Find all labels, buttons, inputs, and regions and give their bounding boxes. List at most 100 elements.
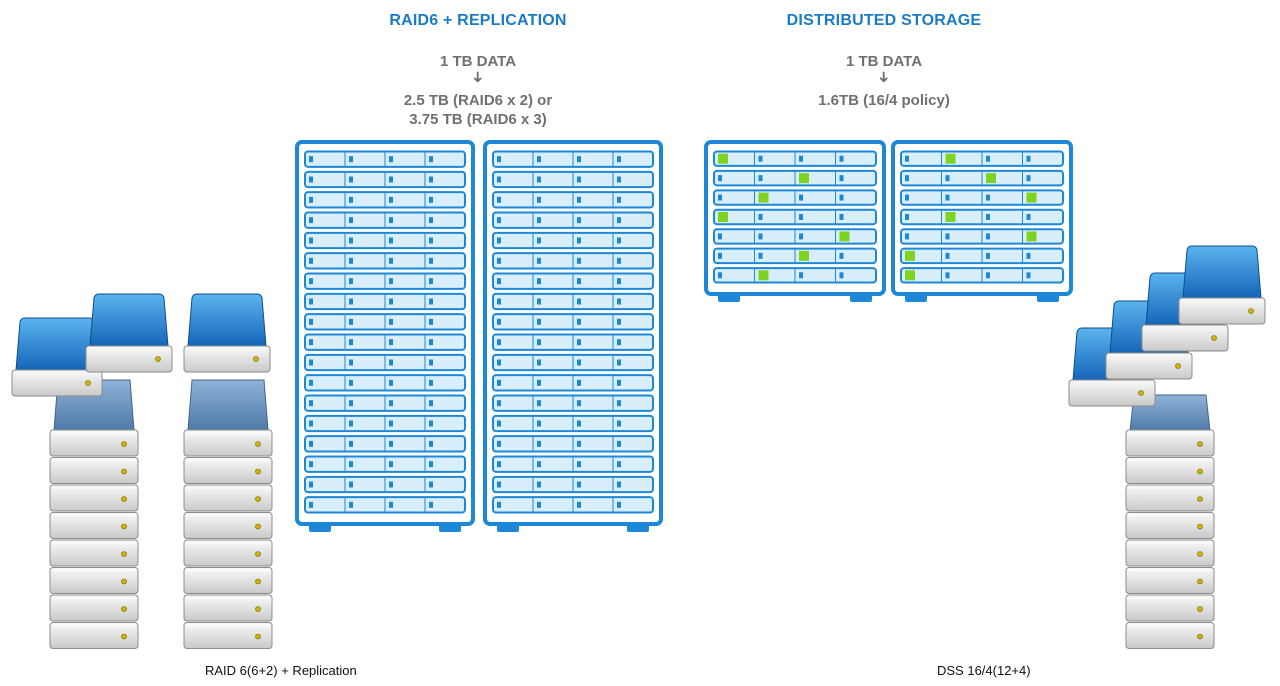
slot-led — [429, 379, 433, 386]
slot-led — [389, 278, 393, 285]
hard-drive-icon — [49, 484, 139, 512]
active-slot — [1026, 231, 1037, 242]
slot-led — [309, 400, 313, 407]
slot-led — [309, 359, 313, 366]
slot-led — [429, 298, 433, 305]
slot-led — [537, 420, 541, 427]
slot-led — [497, 440, 501, 447]
slot-led — [905, 214, 909, 220]
slot-led — [389, 176, 393, 183]
slot-led — [577, 359, 581, 366]
slot-led — [577, 156, 581, 163]
slot-led — [537, 298, 541, 305]
slot-led — [429, 257, 433, 264]
hard-drive-icon — [183, 567, 273, 594]
slot-led — [617, 237, 621, 244]
slot-led — [497, 481, 501, 488]
slot-led — [537, 176, 541, 183]
slot-led — [577, 339, 581, 346]
slot-led — [537, 400, 541, 407]
slot-led — [577, 379, 581, 386]
slot-led — [577, 196, 581, 203]
slot-led — [617, 461, 621, 468]
slot-led — [349, 359, 353, 366]
slot-led — [617, 298, 621, 305]
hard-drive-icon — [183, 512, 273, 539]
slot-led — [945, 175, 950, 182]
slot-led — [389, 400, 393, 407]
slot-led — [349, 420, 353, 427]
slot-led — [617, 339, 621, 346]
slot-led — [389, 501, 393, 508]
slot-led — [429, 400, 433, 407]
slot-led — [389, 196, 393, 203]
slot-led — [497, 501, 501, 508]
slot-led — [349, 339, 353, 346]
slot-led — [309, 196, 313, 203]
active-slot — [945, 212, 956, 222]
slot-led — [718, 194, 722, 201]
slot-led — [389, 298, 393, 305]
slot-led — [945, 272, 950, 279]
slot-led — [945, 194, 950, 201]
slot-led — [537, 156, 541, 163]
slot-led — [986, 252, 990, 259]
slot-led — [349, 176, 353, 183]
slot-led — [497, 420, 501, 427]
slot-led — [309, 461, 313, 468]
hard-drive-icon — [49, 594, 139, 622]
hard-drive-icon — [1125, 457, 1215, 484]
slot-led — [309, 257, 313, 264]
slot-led — [617, 379, 621, 386]
slot-led — [497, 196, 501, 203]
slot-led — [986, 233, 990, 240]
slot-led — [309, 420, 313, 427]
slot-led — [617, 156, 621, 163]
slot-led — [349, 501, 353, 508]
slot-led — [429, 176, 433, 183]
slot-led — [389, 156, 393, 163]
left-result-line1: 2.5 TB (RAID6 x 2) or — [403, 92, 553, 109]
hard-drive-icon — [49, 457, 139, 484]
slot-led — [617, 501, 621, 508]
active-slot — [718, 212, 728, 222]
slot-led — [497, 400, 501, 407]
slot-led — [537, 237, 541, 244]
hard-drive-icon — [1125, 539, 1215, 567]
hard-drive-icon — [183, 539, 273, 567]
slot-led — [799, 155, 803, 162]
hard-drive-icon — [49, 429, 139, 457]
hard-drive-icon — [1178, 245, 1266, 325]
slot-led — [718, 233, 722, 240]
hard-drive-icon — [183, 622, 273, 649]
slot-led — [389, 318, 393, 325]
slot-led — [839, 252, 844, 259]
slot-led — [537, 501, 541, 508]
slot-led — [349, 400, 353, 407]
slot-led — [617, 359, 621, 366]
slot-led — [429, 237, 433, 244]
slot-led — [429, 461, 433, 468]
left-data-label: 1 TB DATA — [439, 53, 517, 70]
hard-drive-icon — [1125, 622, 1215, 649]
slot-led — [839, 155, 844, 162]
slot-led — [577, 217, 581, 224]
hard-drive-icon — [1125, 594, 1215, 622]
slot-led — [349, 217, 353, 224]
slot-led — [617, 420, 621, 427]
slot-led — [497, 217, 501, 224]
slot-led — [389, 481, 393, 488]
slot-led — [799, 194, 803, 201]
slot-led — [905, 194, 909, 201]
slot-led — [577, 176, 581, 183]
slot-led — [429, 481, 433, 488]
slot-led — [537, 196, 541, 203]
active-slot — [799, 250, 809, 261]
slot-led — [309, 156, 313, 163]
hard-drive-icon — [183, 594, 273, 622]
slot-led — [497, 318, 501, 325]
left-result-line2: 3.75 TB (RAID6 x 3) — [409, 111, 547, 128]
rack-icon — [891, 140, 1073, 302]
slot-led — [349, 298, 353, 305]
hard-drive-icon — [183, 457, 273, 484]
